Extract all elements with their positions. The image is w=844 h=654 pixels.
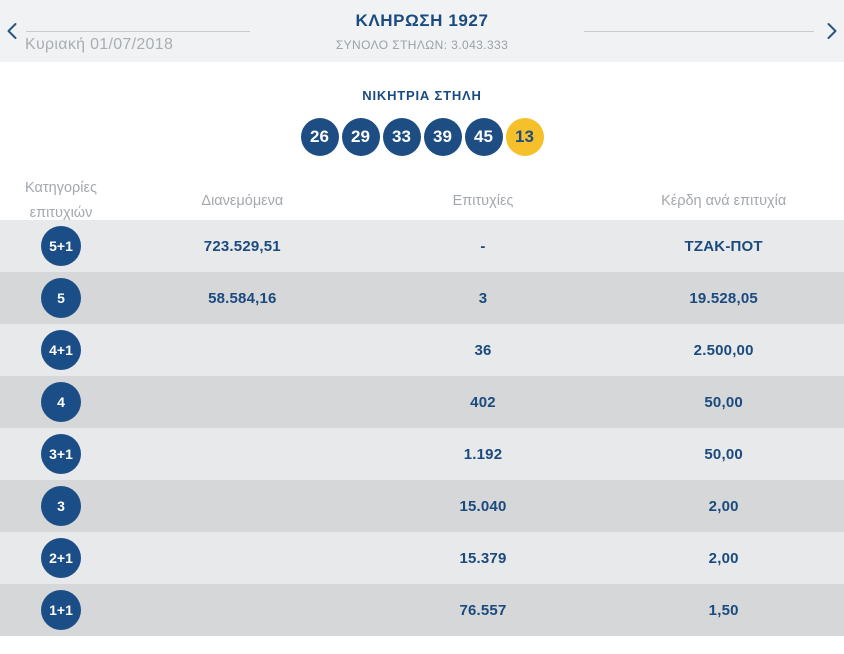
table-row: 3+1 1.192 50,00 — [0, 428, 844, 480]
header-divider-left — [26, 31, 250, 32]
winning-number-ball: 29 — [341, 118, 380, 156]
table-row: 2+1 15.379 2,00 — [0, 532, 844, 584]
category-badge: 3 — [41, 486, 81, 526]
category-badge: 1+1 — [41, 590, 81, 630]
chevron-left-icon — [6, 22, 18, 43]
winners-cell: 3 — [478, 289, 488, 307]
column-header-distributed: Διανεμόμενα — [201, 193, 284, 210]
prize-cell: 2,00 — [708, 549, 739, 567]
table-header: Κατηγορίες επιτυχιών Διανεμόμενα Επιτυχί… — [0, 156, 844, 221]
draw-title: ΚΛΗΡΩΣΗ 1927 — [355, 11, 489, 30]
winning-number-ball: 33 — [382, 118, 421, 156]
table-row: 5+1 723.529,51 - ΤΖΑΚ-ΠΟΤ — [0, 220, 844, 272]
winning-number-ball: 45 — [464, 118, 503, 156]
prize-cell: 50,00 — [704, 445, 743, 463]
draw-header: Κυριακή 01/07/2018 ΚΛΗΡΩΣΗ 1927 ΣΥΝΟΛΟ Σ… — [0, 0, 844, 62]
winners-cell: 15.379 — [459, 549, 507, 567]
bonus-number-ball: 13 — [505, 118, 544, 156]
category-badge: 5+1 — [41, 226, 81, 266]
category-badge: 4+1 — [41, 330, 81, 370]
winning-column-label: ΝΙΚΗΤΡΙΑ ΣΤΗΛΗ — [362, 88, 482, 103]
category-badge: 2+1 — [41, 538, 81, 578]
winners-cell: - — [480, 237, 486, 255]
prize-cell: 2.500,00 — [693, 341, 754, 359]
distributed-cell: 58.584,16 — [208, 289, 277, 307]
prize-cell: 50,00 — [704, 393, 743, 411]
winners-cell: 15.040 — [459, 497, 507, 515]
prize-cell: 1,50 — [708, 601, 739, 619]
winners-cell: 36 — [474, 341, 492, 359]
prev-draw-button[interactable] — [4, 22, 20, 42]
table-row: 3 15.040 2,00 — [0, 480, 844, 532]
prize-cell: ΤΖΑΚ-ΠΟΤ — [684, 237, 763, 255]
table-row: 4 402 50,00 — [0, 376, 844, 428]
next-draw-button[interactable] — [824, 22, 840, 42]
prize-table: 5+1 723.529,51 - ΤΖΑΚ-ΠΟΤ 5 58.584,16 3 … — [0, 220, 844, 636]
category-badge: 4 — [41, 382, 81, 422]
winning-number-ball: 26 — [300, 118, 339, 156]
category-badge: 5 — [41, 278, 81, 318]
header-divider-right — [584, 31, 814, 32]
table-row: 4+1 36 2.500,00 — [0, 324, 844, 376]
table-row: 1+1 76.557 1,50 — [0, 584, 844, 636]
category-badge: 3+1 — [41, 434, 81, 474]
table-row: 5 58.584,16 3 19.528,05 — [0, 272, 844, 324]
prize-cell: 19.528,05 — [689, 289, 758, 307]
column-header-winners: Επιτυχίες — [452, 193, 514, 210]
column-header-categories: Κατηγορίες επιτυχιών — [25, 180, 97, 222]
winning-numbers: 26 29 33 39 45 13 — [0, 118, 844, 156]
draw-date: Κυριακή 01/07/2018 — [25, 36, 174, 53]
total-columns: ΣΥΝΟΛΟ ΣΤΗΛΩΝ: 3.043.333 — [335, 38, 509, 52]
winners-cell: 76.557 — [459, 601, 507, 619]
chevron-right-icon — [826, 22, 838, 43]
winners-cell: 1.192 — [463, 445, 503, 463]
prize-cell: 2,00 — [708, 497, 739, 515]
distributed-cell: 723.529,51 — [203, 237, 281, 255]
column-header-prize: Κέρδη ανά επιτυχία — [661, 193, 787, 210]
winning-number-ball: 39 — [423, 118, 462, 156]
winners-cell: 402 — [470, 393, 496, 411]
